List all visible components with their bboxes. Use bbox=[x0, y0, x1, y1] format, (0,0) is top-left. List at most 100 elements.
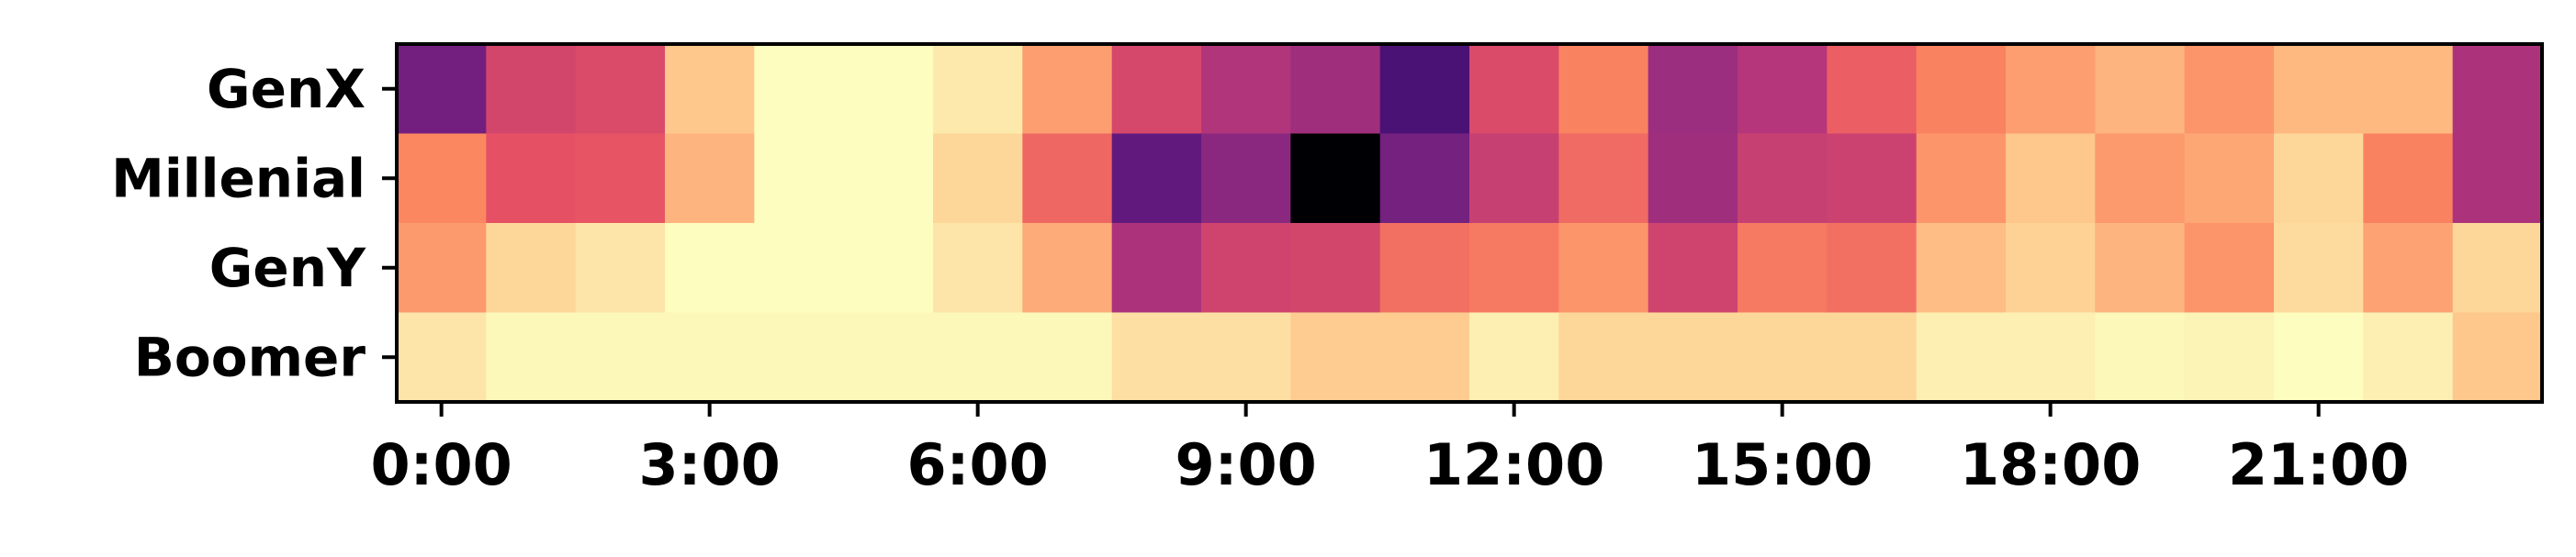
heatmap-cell-geny-200 bbox=[575, 223, 666, 314]
heatmap-cell-millenial-1200 bbox=[1469, 133, 1559, 224]
heatmap-cell-boomer-1100 bbox=[1379, 312, 1470, 403]
x-tick-label-1800: 18:00 bbox=[1960, 431, 2141, 498]
heatmap-cell-genx-1800 bbox=[2006, 44, 2096, 135]
heatmap-cell-genx-800 bbox=[1111, 44, 1202, 135]
heatmap-cell-geny-2100 bbox=[2274, 223, 2364, 314]
heatmap-cell-genx-2000 bbox=[2184, 44, 2275, 135]
x-tick-label-300: 3:00 bbox=[639, 431, 781, 498]
y-tick-label-millenial: Millenial bbox=[111, 147, 366, 209]
heatmap-cell-geny-500 bbox=[843, 223, 934, 314]
heatmap-cell-geny-400 bbox=[754, 223, 845, 314]
heatmap-cell-genx-2200 bbox=[2363, 44, 2454, 135]
heatmap-cell-millenial-700 bbox=[1022, 133, 1113, 224]
heatmap-cell-boomer-1400 bbox=[1648, 312, 1738, 403]
heatmap-cell-boomer-500 bbox=[843, 312, 934, 403]
heatmap-cell-genx-900 bbox=[1201, 44, 1291, 135]
heatmap-cell-boomer-000 bbox=[397, 312, 487, 403]
heatmap-cell-geny-1300 bbox=[1558, 223, 1649, 314]
heatmap-cell-geny-1200 bbox=[1469, 223, 1559, 314]
heatmap-cell-millenial-2200 bbox=[2363, 133, 2454, 224]
heatmap-cell-boomer-100 bbox=[486, 312, 577, 403]
heatmap-cell-genx-100 bbox=[486, 44, 577, 135]
heatmap-cell-genx-1700 bbox=[1916, 44, 2007, 135]
heatmap-cell-geny-000 bbox=[397, 223, 487, 314]
heatmap-cell-millenial-400 bbox=[754, 133, 845, 224]
heatmap-cell-millenial-1600 bbox=[1827, 133, 1918, 224]
y-tick-label-genx: GenX bbox=[207, 58, 366, 120]
heatmap-cell-genx-1200 bbox=[1469, 44, 1559, 135]
heatmap-cell-geny-1100 bbox=[1379, 223, 1470, 314]
heatmap-cell-genx-400 bbox=[754, 44, 845, 135]
heatmap-cell-geny-2200 bbox=[2363, 223, 2454, 314]
heatmap-cell-boomer-1000 bbox=[1290, 312, 1381, 403]
heatmap-cell-millenial-100 bbox=[486, 133, 577, 224]
heatmap-cell-genx-1400 bbox=[1648, 44, 1738, 135]
heatmap-cell-millenial-500 bbox=[843, 133, 934, 224]
heatmap-cell-genx-2300 bbox=[2452, 44, 2543, 135]
heatmap-cell-boomer-2300 bbox=[2452, 312, 2543, 403]
heatmap-cell-geny-600 bbox=[933, 223, 1023, 314]
heatmap-cell-genx-1100 bbox=[1379, 44, 1470, 135]
heatmap-cell-geny-1700 bbox=[1916, 223, 2007, 314]
heatmap-cell-millenial-1000 bbox=[1290, 133, 1381, 224]
heatmap-cell-millenial-1800 bbox=[2006, 133, 2096, 224]
heatmap-cell-millenial-1300 bbox=[1558, 133, 1649, 224]
heatmap-cell-boomer-1300 bbox=[1558, 312, 1649, 403]
heatmap-cell-boomer-1600 bbox=[1827, 312, 1918, 403]
heatmap-cell-millenial-2100 bbox=[2274, 133, 2364, 224]
heatmap-cell-millenial-1500 bbox=[1738, 133, 1828, 224]
heatmap-cell-boomer-1800 bbox=[2006, 312, 2096, 403]
heatmap-cell-boomer-1200 bbox=[1469, 312, 1559, 403]
heatmap-cell-boomer-1500 bbox=[1738, 312, 1828, 403]
heatmap-cell-genx-000 bbox=[397, 44, 487, 135]
x-tick-label-1500: 15:00 bbox=[1692, 431, 1873, 498]
heatmap-cell-millenial-2000 bbox=[2184, 133, 2275, 224]
heatmap-cell-genx-1900 bbox=[2095, 44, 2186, 135]
heatmap-cell-geny-1600 bbox=[1827, 223, 1918, 314]
heatmap-cell-boomer-800 bbox=[1111, 312, 1202, 403]
heatmap-cell-genx-1000 bbox=[1290, 44, 1381, 135]
heatmap-cell-geny-100 bbox=[486, 223, 577, 314]
heatmap-cell-boomer-700 bbox=[1022, 312, 1113, 403]
heatmap-cell-millenial-000 bbox=[397, 133, 487, 224]
heatmap-cell-genx-1500 bbox=[1738, 44, 1828, 135]
heatmap-cell-geny-700 bbox=[1022, 223, 1113, 314]
heatmap-cell-millenial-900 bbox=[1201, 133, 1291, 224]
heatmap-cell-genx-700 bbox=[1022, 44, 1113, 135]
heatmap-cell-boomer-2000 bbox=[2184, 312, 2275, 403]
heatmap-cell-millenial-600 bbox=[933, 133, 1023, 224]
heatmap-cell-geny-1400 bbox=[1648, 223, 1738, 314]
heatmap-cell-geny-1000 bbox=[1290, 223, 1381, 314]
cells-layer bbox=[397, 44, 2543, 403]
heatmap-cell-boomer-200 bbox=[575, 312, 666, 403]
heatmap-cell-geny-1500 bbox=[1738, 223, 1828, 314]
heatmap-cell-genx-1600 bbox=[1827, 44, 1918, 135]
heatmap-cell-geny-2000 bbox=[2184, 223, 2275, 314]
heatmap-cell-genx-1300 bbox=[1558, 44, 1649, 135]
heatmap-cell-geny-800 bbox=[1111, 223, 1202, 314]
heatmap-cell-geny-1800 bbox=[2006, 223, 2096, 314]
heatmap-cell-millenial-800 bbox=[1111, 133, 1202, 224]
heatmap-cell-boomer-900 bbox=[1201, 312, 1291, 403]
heatmap-cell-millenial-1700 bbox=[1916, 133, 2007, 224]
x-tick-label-900: 9:00 bbox=[1176, 431, 1317, 498]
heatmap-cell-boomer-400 bbox=[754, 312, 845, 403]
heatmap-cell-boomer-1900 bbox=[2095, 312, 2186, 403]
plot-frame bbox=[395, 42, 2544, 404]
heatmap-cell-geny-2300 bbox=[2452, 223, 2543, 314]
heatmap-cell-genx-300 bbox=[665, 44, 755, 135]
x-tick-label-2100: 21:00 bbox=[2228, 431, 2409, 498]
heatmap-cell-genx-2100 bbox=[2274, 44, 2364, 135]
ticks-layer bbox=[382, 86, 2321, 417]
heatmap-cell-boomer-300 bbox=[665, 312, 755, 403]
heatmap-cell-boomer-2200 bbox=[2363, 312, 2454, 403]
heatmap-cell-millenial-300 bbox=[665, 133, 755, 224]
heatmap-cell-boomer-600 bbox=[933, 312, 1023, 403]
x-tick-label-000: 0:00 bbox=[371, 431, 512, 498]
heatmap-cell-genx-600 bbox=[933, 44, 1023, 135]
heatmap-cell-millenial-1900 bbox=[2095, 133, 2186, 224]
x-tick-label-1200: 12:00 bbox=[1423, 431, 1604, 498]
